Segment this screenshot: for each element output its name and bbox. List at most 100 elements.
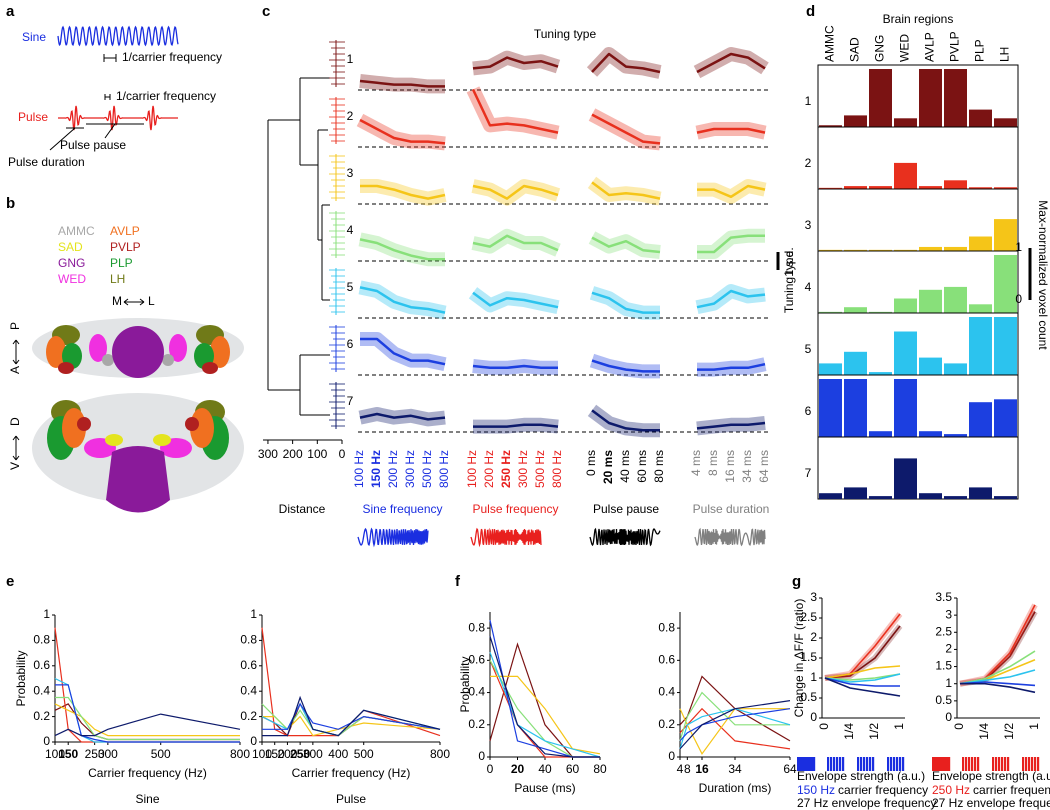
icon-bar [896,757,899,771]
x-tick-label: 500 Hz [420,450,434,488]
tuning-curve [591,113,661,145]
bar [894,458,917,499]
period-marker [103,54,117,62]
icon-bar [962,757,965,771]
bar [944,246,967,251]
series-line [54,703,240,737]
stimulus-icon [694,527,766,547]
bar [844,186,867,189]
bracket [49,123,144,151]
caption: 27 Hz envelope frequency [932,796,1050,810]
series-line [54,677,240,743]
x-tick-label: 500 [354,747,374,761]
caption-hz: 150 Hz [797,783,835,797]
series-line [54,703,240,741]
panel-label: b [6,195,15,212]
y-tick-label: 1 [43,607,50,621]
tuning-curve [696,127,766,134]
x-tick-label: 200 Hz [482,450,496,488]
icon-bar [971,757,974,771]
stimulus-icon [932,757,951,771]
stimulus-icon [797,757,816,771]
series-line [261,703,441,737]
icon-bar [935,757,939,771]
x-tick-label: 4 [677,762,684,776]
tuning-curve [591,359,660,373]
period-marker [104,94,111,100]
icon-bar [863,757,866,771]
bar [994,187,1017,189]
y-tick-label: 0.6 [240,658,257,672]
axis-label: Duration (ms) [699,781,772,795]
y-tick-label: 0.2 [468,717,485,731]
y-tick-label: 1 [250,607,257,621]
bar [869,186,892,189]
bar [919,357,942,375]
axis-label: Probability [458,656,472,712]
tuning-curve [472,291,559,309]
bar [869,249,892,251]
axis-label: Pause (ms) [514,781,575,795]
bar [969,317,992,375]
row-label: 5 [805,342,812,356]
bar [919,246,942,251]
column-label: AMMC [823,25,837,62]
scale-bar-label: 1 s.d. [782,247,796,276]
axis-label: Carrier frequency (Hz) [292,766,411,780]
axis-letter: P [8,322,22,330]
region [105,434,123,446]
region [106,446,170,513]
series-line [261,627,441,737]
icon-bar [1022,757,1025,771]
x-tick-label: 0 [952,723,966,730]
x-tick-label: 64 ms [757,450,771,483]
y-tick-label: 2.5 [935,624,952,638]
stimulus-icon [827,757,845,771]
x-tick-label: 80 ms [652,450,666,483]
tuning-curve [696,289,766,309]
column-label: LH [998,47,1012,62]
icon-bar [977,757,980,771]
y-tick-label: 0 [43,734,50,748]
y-tick-label: 0.8 [658,620,675,634]
icon-bar [992,757,995,771]
row-label: 7 [347,394,354,408]
stimulus-label: Sine [22,30,46,44]
tuning-curve [591,409,660,432]
icon-bar [800,757,804,771]
x-tick-label: 100 [252,747,272,761]
region [62,408,86,448]
bar [894,118,917,127]
x-tick-label: 300 [258,447,278,461]
arrow [12,339,20,365]
bar [919,289,942,313]
series-line [824,673,901,683]
bar [994,219,1017,251]
y-tick-label: 0.5 [935,693,952,707]
bar [994,317,1017,375]
series-line [679,707,791,750]
bar [969,304,992,313]
tuning-curve [360,184,446,200]
axis-letter: V [8,462,22,470]
axis-label: Carrier frequency (Hz) [88,766,207,780]
axis-label: Envelope strength (a.u.) [932,769,1050,783]
x-tick-label: 300 Hz [516,450,530,488]
x-tick-label: 1/4 [977,723,991,740]
stimulus-icon [992,757,1010,771]
y-tick-label: 0 [250,734,257,748]
icon-bar [872,757,875,771]
series-line [490,675,601,755]
series-line [489,652,601,758]
x-tick-label: 20 ms [601,450,615,484]
bar [844,307,867,313]
x-tick-label: 100 [307,447,327,461]
tuning-curve [591,291,660,314]
bar [819,379,842,437]
group-label: Sine frequency [362,502,442,516]
axis-letter: M [112,294,122,308]
series-line [262,695,441,737]
axis-letter: L [148,294,155,308]
